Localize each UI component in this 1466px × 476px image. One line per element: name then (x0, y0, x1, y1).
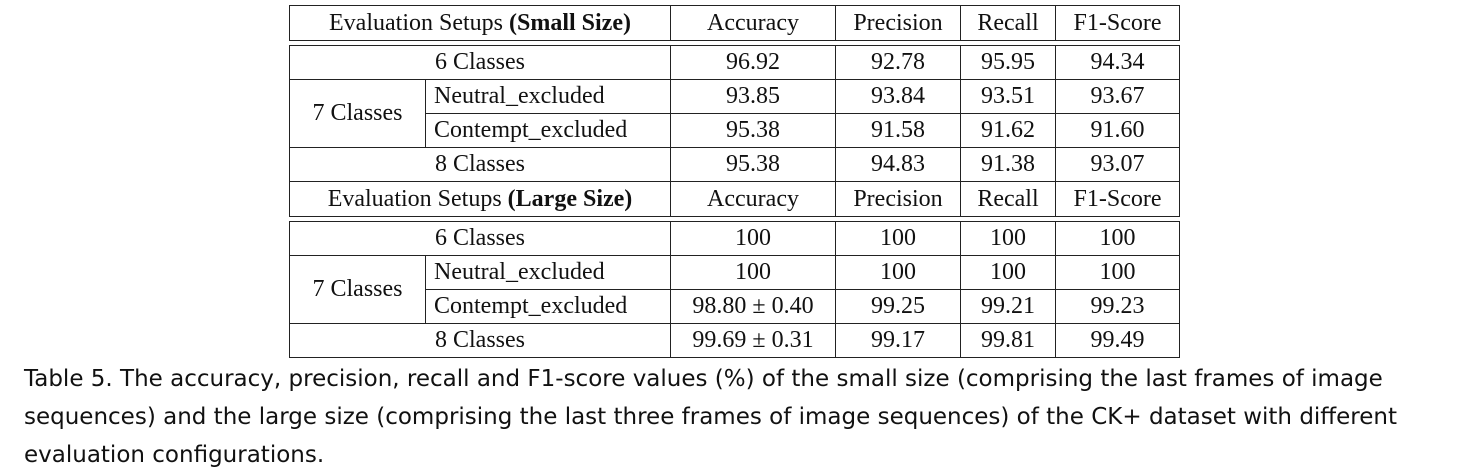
row-sublabel: Neutral_excluded (425, 255, 671, 290)
cell-value: 91.62 (960, 113, 1056, 148)
col-precision: Precision (835, 181, 961, 217)
cell-value: 98.80 ± 0.40 (670, 289, 836, 324)
row-group-label: 7 Classes (289, 79, 426, 148)
row-label: 6 Classes (289, 45, 671, 80)
cell-value: 93.84 (835, 79, 961, 114)
cell-value: 99.21 (960, 289, 1056, 324)
cell-value: 93.07 (1055, 147, 1180, 182)
row-label: 8 Classes (289, 323, 671, 358)
setup-header-small: Evaluation Setups (Small Size) (289, 5, 671, 41)
col-recall: Recall (960, 181, 1056, 217)
table-row: 7 Classes Neutral_excluded 93.85 93.84 9… (289, 79, 1180, 148)
col-recall: Recall (960, 5, 1056, 41)
cell-value: 99.25 (835, 289, 961, 324)
row-label: 8 Classes (289, 147, 671, 182)
cell-value: 95.38 (670, 147, 836, 182)
cell-value: 100 (835, 255, 961, 290)
row-sublabel: Neutral_excluded (425, 79, 671, 114)
cell-value: 99.17 (835, 323, 961, 358)
col-f1: F1-Score (1055, 5, 1180, 41)
col-f1: F1-Score (1055, 181, 1180, 217)
table-row: 8 Classes 99.69 ± 0.31 99.17 99.81 99.49 (289, 323, 1180, 358)
table-row: 7 Classes Neutral_excluded 100 100 100 1… (289, 255, 1180, 324)
cell-value: 95.95 (960, 45, 1056, 80)
setup-header-large: Evaluation Setups (Large Size) (289, 181, 671, 217)
header-row-small: Evaluation Setups (Small Size) Accuracy … (289, 5, 1180, 41)
cell-value: 96.92 (670, 45, 836, 80)
cell-value: 99.81 (960, 323, 1056, 358)
cell-value: 91.58 (835, 113, 961, 148)
cell-value: 99.49 (1055, 323, 1180, 358)
cell-value: 100 (960, 221, 1056, 256)
table-row: 6 Classes 100 100 100 100 (289, 221, 1180, 256)
row-group-label: 7 Classes (289, 255, 426, 324)
cell-value: 100 (960, 255, 1056, 290)
col-accuracy: Accuracy (670, 181, 836, 217)
cell-value: 94.83 (835, 147, 961, 182)
table-caption: Table 5. The accuracy, precision, recall… (24, 366, 1398, 468)
cell-value: 92.78 (835, 45, 961, 80)
cell-value: 91.38 (960, 147, 1056, 182)
cell-value: 100 (670, 221, 836, 256)
table-row: 8 Classes 95.38 94.83 91.38 93.07 (289, 147, 1180, 182)
cell-value: 99.69 ± 0.31 (670, 323, 836, 358)
col-precision: Precision (835, 5, 961, 41)
cell-value: 99.23 (1055, 289, 1180, 324)
row-label: 6 Classes (289, 221, 671, 256)
cell-value: 95.38 (670, 113, 836, 148)
cell-value: 93.67 (1055, 79, 1180, 114)
results-table: Evaluation Setups (Small Size) Accuracy … (289, 5, 1180, 358)
row-sublabel: Contempt_excluded (425, 113, 671, 148)
cell-value: 94.34 (1055, 45, 1180, 80)
cell-value: 93.85 (670, 79, 836, 114)
cell-value: 100 (1055, 255, 1180, 290)
col-accuracy: Accuracy (670, 5, 836, 41)
cell-value: 100 (670, 255, 836, 290)
cell-value: 91.60 (1055, 113, 1180, 148)
cell-value: 100 (1055, 221, 1180, 256)
table-row: 6 Classes 96.92 92.78 95.95 94.34 (289, 45, 1180, 80)
cell-value: 93.51 (960, 79, 1056, 114)
header-row-large: Evaluation Setups (Large Size) Accuracy … (289, 181, 1180, 217)
row-sublabel: Contempt_excluded (425, 289, 671, 324)
cell-value: 100 (835, 221, 961, 256)
